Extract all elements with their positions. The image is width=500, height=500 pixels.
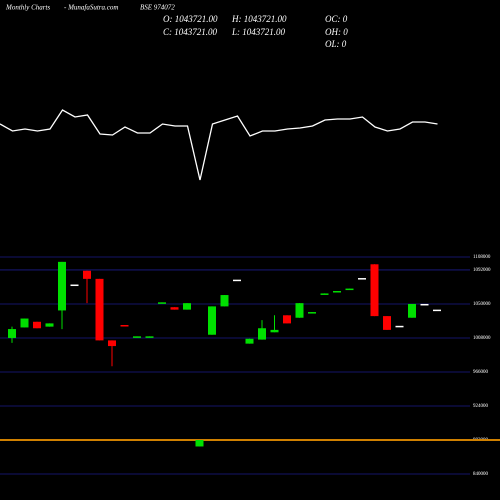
candle-body <box>358 278 366 280</box>
candle-body <box>58 261 66 311</box>
candle-body <box>20 318 29 328</box>
candle-body <box>145 336 154 338</box>
candle-body <box>133 336 141 338</box>
candle-body <box>120 325 129 327</box>
candle-body <box>383 316 391 330</box>
ohlc-close: C: 1043721.00 <box>163 27 218 37</box>
symbol: BSE 974072 <box>140 4 175 12</box>
ohlc-ol: OL: 0 <box>325 39 347 49</box>
y-tick-label: 924000 <box>473 404 489 409</box>
candle-body <box>308 312 316 314</box>
site: Monthly Charts <box>5 4 50 12</box>
candle-body <box>220 295 229 307</box>
candle-body <box>295 303 304 318</box>
candle-body <box>70 284 79 287</box>
y-tick-label: 1008000 <box>473 336 491 341</box>
y-tick-label: 1050000 <box>473 302 491 307</box>
y-tick-label: 1092000 <box>473 268 491 273</box>
candle-body <box>408 303 416 318</box>
y-tick-label: 966000 <box>473 370 489 375</box>
candle-body <box>258 328 266 340</box>
y-tick-label: 840000 <box>473 472 489 477</box>
source: - MunafaSutra.com <box>64 4 118 12</box>
candle-body <box>195 439 204 447</box>
price-line <box>0 109 438 181</box>
ohlc-high: H: 1043721.00 <box>231 14 287 24</box>
candle-body <box>420 303 429 306</box>
candle-body <box>158 302 166 304</box>
candle-body <box>83 270 91 279</box>
candle-body <box>183 303 191 310</box>
candle-body <box>95 278 104 341</box>
ohlc-open: O: 1043721.00 <box>163 14 218 24</box>
candle-body <box>108 340 116 347</box>
candle-body <box>270 329 279 333</box>
candle-body <box>170 307 179 310</box>
candle-body <box>208 306 216 335</box>
ohlc-oh: OH: 0 <box>325 27 348 37</box>
candle-body <box>370 264 379 317</box>
candle-body <box>245 338 254 344</box>
candle-body <box>433 309 441 312</box>
candle-body <box>320 293 329 295</box>
ohlc-low: L: 1043721.00 <box>231 27 286 37</box>
candle-body <box>283 315 291 324</box>
candle-body <box>45 323 54 327</box>
candle-body <box>395 325 404 328</box>
candle-body <box>233 279 241 282</box>
candle-body <box>33 321 41 329</box>
ohlc-oc: OC: 0 <box>325 14 348 24</box>
candle-body <box>345 288 354 291</box>
y-tick-label: 1108000 <box>473 255 491 260</box>
candle-body <box>333 291 341 293</box>
candle-body <box>8 329 16 338</box>
